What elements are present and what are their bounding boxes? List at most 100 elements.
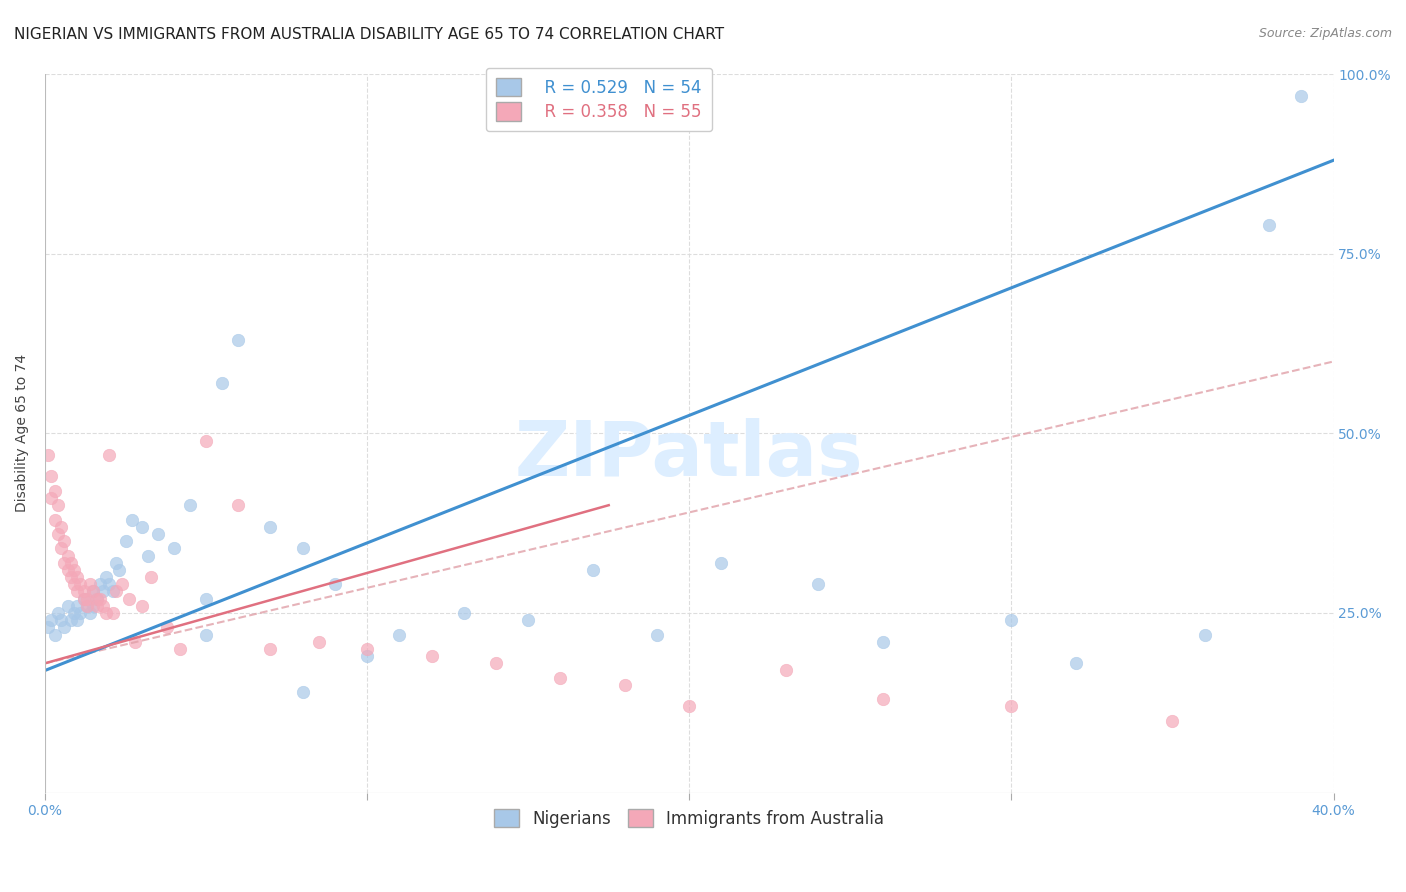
Point	[678, 699, 700, 714]
Point	[1064, 657, 1087, 671]
Point	[108, 563, 131, 577]
Point	[66, 584, 89, 599]
Point	[141, 570, 163, 584]
Point	[89, 577, 111, 591]
Point	[72, 591, 94, 606]
Point	[98, 577, 121, 591]
Point	[76, 591, 98, 606]
Point	[44, 512, 66, 526]
Point	[59, 613, 82, 627]
Point	[101, 606, 124, 620]
Point	[76, 599, 98, 613]
Point	[66, 599, 89, 613]
Point	[41, 613, 63, 627]
Point	[226, 498, 249, 512]
Point	[388, 627, 411, 641]
Point	[114, 534, 136, 549]
Point	[1194, 627, 1216, 641]
Point	[53, 556, 76, 570]
Point	[63, 606, 86, 620]
Point	[613, 678, 636, 692]
Point	[226, 333, 249, 347]
Point	[195, 627, 218, 641]
Point	[82, 584, 104, 599]
Point	[56, 563, 79, 577]
Point	[136, 549, 159, 563]
Point	[1161, 714, 1184, 728]
Point	[195, 434, 218, 448]
Point	[86, 591, 108, 606]
Point	[91, 584, 114, 599]
Point	[41, 469, 63, 483]
Point	[66, 570, 89, 584]
Point	[1000, 699, 1022, 714]
Point	[118, 591, 141, 606]
Point	[69, 577, 91, 591]
Point	[807, 577, 830, 591]
Point	[104, 584, 127, 599]
Point	[53, 534, 76, 549]
Point	[59, 570, 82, 584]
Point	[1000, 613, 1022, 627]
Point	[111, 577, 134, 591]
Point	[420, 649, 443, 664]
Point	[56, 599, 79, 613]
Point	[453, 606, 475, 620]
Point	[121, 512, 143, 526]
Point	[82, 584, 104, 599]
Point	[86, 591, 108, 606]
Point	[146, 527, 169, 541]
Point	[179, 498, 201, 512]
Point	[89, 591, 111, 606]
Point	[323, 577, 346, 591]
Point	[195, 591, 218, 606]
Point	[72, 591, 94, 606]
Point	[76, 599, 98, 613]
Point	[82, 599, 104, 613]
Point	[124, 634, 146, 648]
Y-axis label: Disability Age 65 to 74: Disability Age 65 to 74	[15, 354, 30, 512]
Point	[56, 549, 79, 563]
Point	[211, 376, 233, 390]
Point	[96, 606, 118, 620]
Point	[1258, 218, 1281, 232]
Point	[72, 584, 94, 599]
Point	[53, 620, 76, 634]
Point	[63, 577, 86, 591]
Point	[356, 641, 378, 656]
Point	[37, 620, 59, 634]
Point	[49, 520, 72, 534]
Point	[131, 520, 153, 534]
Point	[259, 520, 281, 534]
Point	[79, 577, 101, 591]
Point	[550, 671, 572, 685]
Point	[872, 634, 894, 648]
Point	[485, 657, 508, 671]
Point	[91, 599, 114, 613]
Point	[59, 556, 82, 570]
Point	[581, 563, 603, 577]
Point	[156, 620, 179, 634]
Point	[169, 641, 191, 656]
Point	[645, 627, 668, 641]
Point	[49, 613, 72, 627]
Point	[96, 570, 118, 584]
Point	[872, 692, 894, 706]
Point	[41, 491, 63, 505]
Point	[291, 685, 314, 699]
Point	[79, 606, 101, 620]
Point	[291, 541, 314, 556]
Point	[131, 599, 153, 613]
Point	[1291, 88, 1313, 103]
Point	[259, 641, 281, 656]
Point	[46, 498, 69, 512]
Point	[49, 541, 72, 556]
Point	[69, 606, 91, 620]
Point	[37, 448, 59, 462]
Point	[710, 556, 733, 570]
Point	[98, 448, 121, 462]
Text: NIGERIAN VS IMMIGRANTS FROM AUSTRALIA DISABILITY AGE 65 TO 74 CORRELATION CHART: NIGERIAN VS IMMIGRANTS FROM AUSTRALIA DI…	[14, 27, 724, 42]
Legend: Nigerians, Immigrants from Australia: Nigerians, Immigrants from Australia	[488, 803, 891, 835]
Point	[104, 556, 127, 570]
Point	[308, 634, 330, 648]
